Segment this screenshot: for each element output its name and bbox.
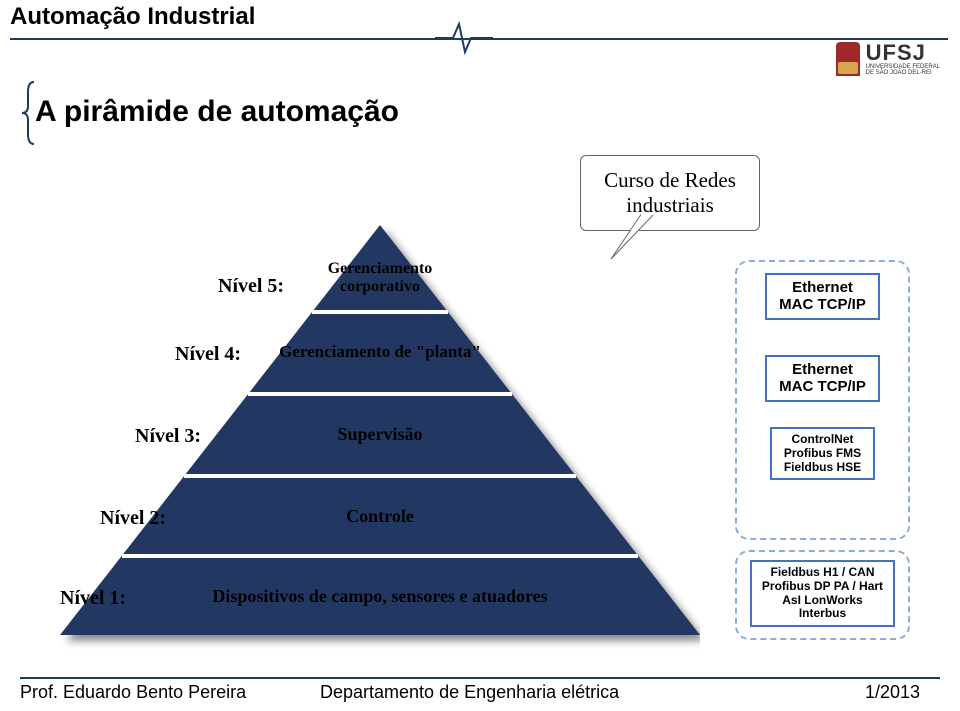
footer-date: 1/2013 <box>865 682 920 703</box>
speech-line1: Curso de Redes <box>604 168 736 192</box>
protocol-0-line0: Ethernet <box>773 279 872 296</box>
footer-author: Prof. Eduardo Bento Pereira <box>20 682 246 703</box>
footer-department: Departamento de Engenharia elétrica <box>320 682 619 703</box>
logo-sub2: DE SÃO JOÃO DEL-REI <box>866 70 940 76</box>
slide-title-wrap: A pirâmide de automação <box>35 95 399 129</box>
protocol-box-0: Ethernet MAC TCP/IP <box>765 273 880 320</box>
level-2-content: Controle <box>280 507 480 527</box>
level-3-content: Supervisão <box>280 425 480 445</box>
header: Automação Industrial UFSJ UNIVERSIDADE F… <box>0 0 960 58</box>
pyramid-content: Gerenciamento corporativo Gerenciamento … <box>60 225 700 650</box>
logo-text: UFSJ UNIVERSIDADE FEDERAL DE SÃO JOÃO DE… <box>866 42 940 76</box>
footer-line <box>20 677 940 679</box>
protocol-box-2: ControlNet Profibus FMS Fieldbus HSE <box>770 427 875 480</box>
protocol-box-3: Fieldbus H1 / CAN Profibus DP PA / Hart … <box>750 560 895 627</box>
protocol-2-line1: Profibus FMS <box>778 447 867 461</box>
protocol-3-line1: Profibus DP PA / Hart <box>758 580 887 594</box>
footer: Prof. Eduardo Bento Pereira Departamento… <box>20 682 940 706</box>
protocol-3-line3: Interbus <box>758 607 887 621</box>
protocol-box-1: Ethernet MAC TCP/IP <box>765 355 880 402</box>
slide-title: A pirâmide de automação <box>35 95 399 129</box>
logo: UFSJ UNIVERSIDADE FEDERAL DE SÃO JOÃO DE… <box>836 42 940 76</box>
protocol-3-line0: Fieldbus H1 / CAN <box>758 566 887 580</box>
level-1-content: Dispositivos de campo, sensores e atuado… <box>180 587 580 607</box>
protocol-1-line0: Ethernet <box>773 361 872 378</box>
ecg-icon <box>435 20 515 58</box>
protocol-2-line2: Fieldbus HSE <box>778 461 867 475</box>
level-4-content: Gerenciamento de "planta" <box>265 343 495 362</box>
logo-acronym: UFSJ <box>866 42 940 64</box>
level-5-content: Gerenciamento corporativo <box>300 260 460 295</box>
protocol-3-line2: AsI LonWorks <box>758 594 887 608</box>
protocol-2-line0: ControlNet <box>778 433 867 447</box>
header-title: Automação Industrial <box>10 3 255 31</box>
bracket-icon <box>20 80 40 146</box>
protocol-0-line1: MAC TCP/IP <box>773 296 872 313</box>
logo-emblem-icon <box>836 42 860 76</box>
protocol-1-line1: MAC TCP/IP <box>773 378 872 395</box>
